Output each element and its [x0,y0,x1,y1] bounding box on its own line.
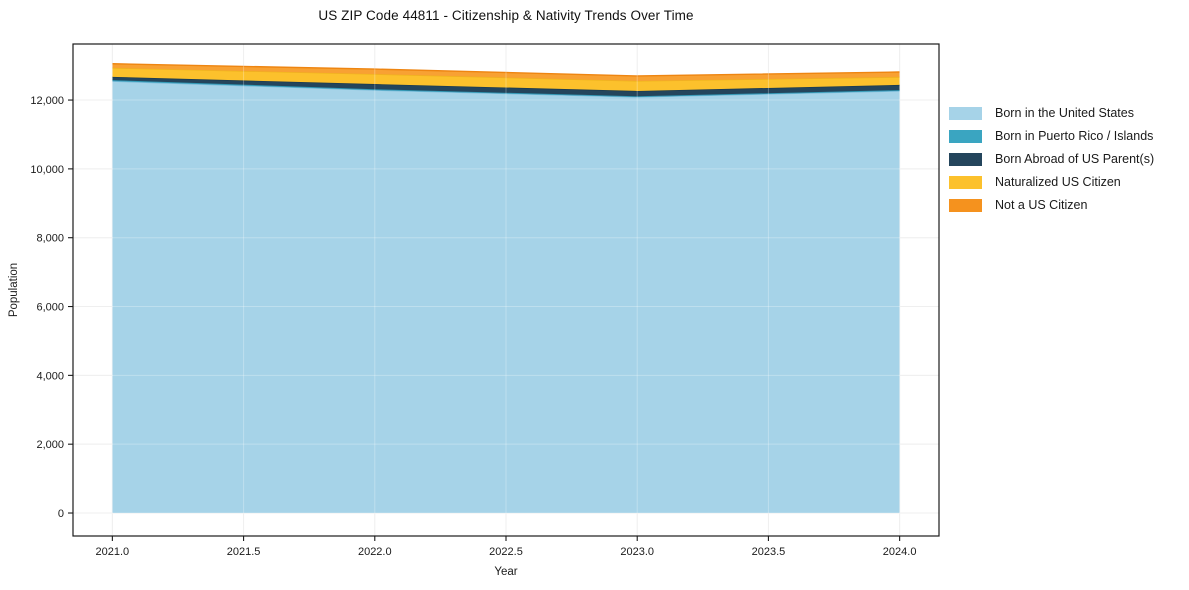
legend-swatch-not-citizen [949,198,982,212]
area-series-4-edge [112,63,900,77]
legend-item: Born Abroad of US Parent(s) [949,152,1154,166]
chart-title: US ZIP Code 44811 - Citizenship & Nativi… [318,8,694,23]
legend: Born in the United States Born in Puerto… [949,106,1154,212]
legend-swatch-puerto-rico [949,129,982,143]
x-tick-label: 2023.5 [752,546,786,558]
x-axis-label: Year [494,566,518,578]
legend-item: Born in Puerto Rico / Islands [949,129,1154,143]
y-tick-label: 6,000 [36,302,64,314]
legend-swatch-born-abroad [949,152,982,166]
legend-item: Born in the United States [949,106,1154,120]
area-series-2 [112,76,900,97]
x-tick-label: 2024.0 [883,546,917,558]
y-axis-label: Population [8,262,20,318]
legend-label: Born in Puerto Rico / Islands [995,129,1154,143]
area-series-0 [112,81,900,514]
x-tick-label: 2022.5 [489,546,523,558]
legend-swatch-naturalized [949,175,982,189]
y-tick-label: 2,000 [36,439,64,451]
y-tick-label: 10,000 [30,164,64,176]
x-tick-label: 2023.0 [620,546,654,558]
legend-label: Naturalized US Citizen [995,175,1121,189]
legend-label: Not a US Citizen [995,198,1088,212]
y-tick-label: 8,000 [36,233,64,245]
legend-item: Naturalized US Citizen [949,175,1154,189]
x-tick-label: 2022.0 [358,546,392,558]
legend-swatch-born-us [949,106,982,120]
y-tick-label: 12,000 [30,95,64,107]
legend-item: Not a US Citizen [949,198,1154,212]
y-tick-label: 0 [58,508,64,520]
x-tick-label: 2021.5 [227,546,261,558]
legend-label: Born Abroad of US Parent(s) [995,152,1155,166]
y-tick-label: 4,000 [36,370,64,382]
area-series-3 [112,67,900,91]
legend-label: Born in the United States [995,106,1134,120]
x-tick-label: 2021.0 [96,546,130,558]
